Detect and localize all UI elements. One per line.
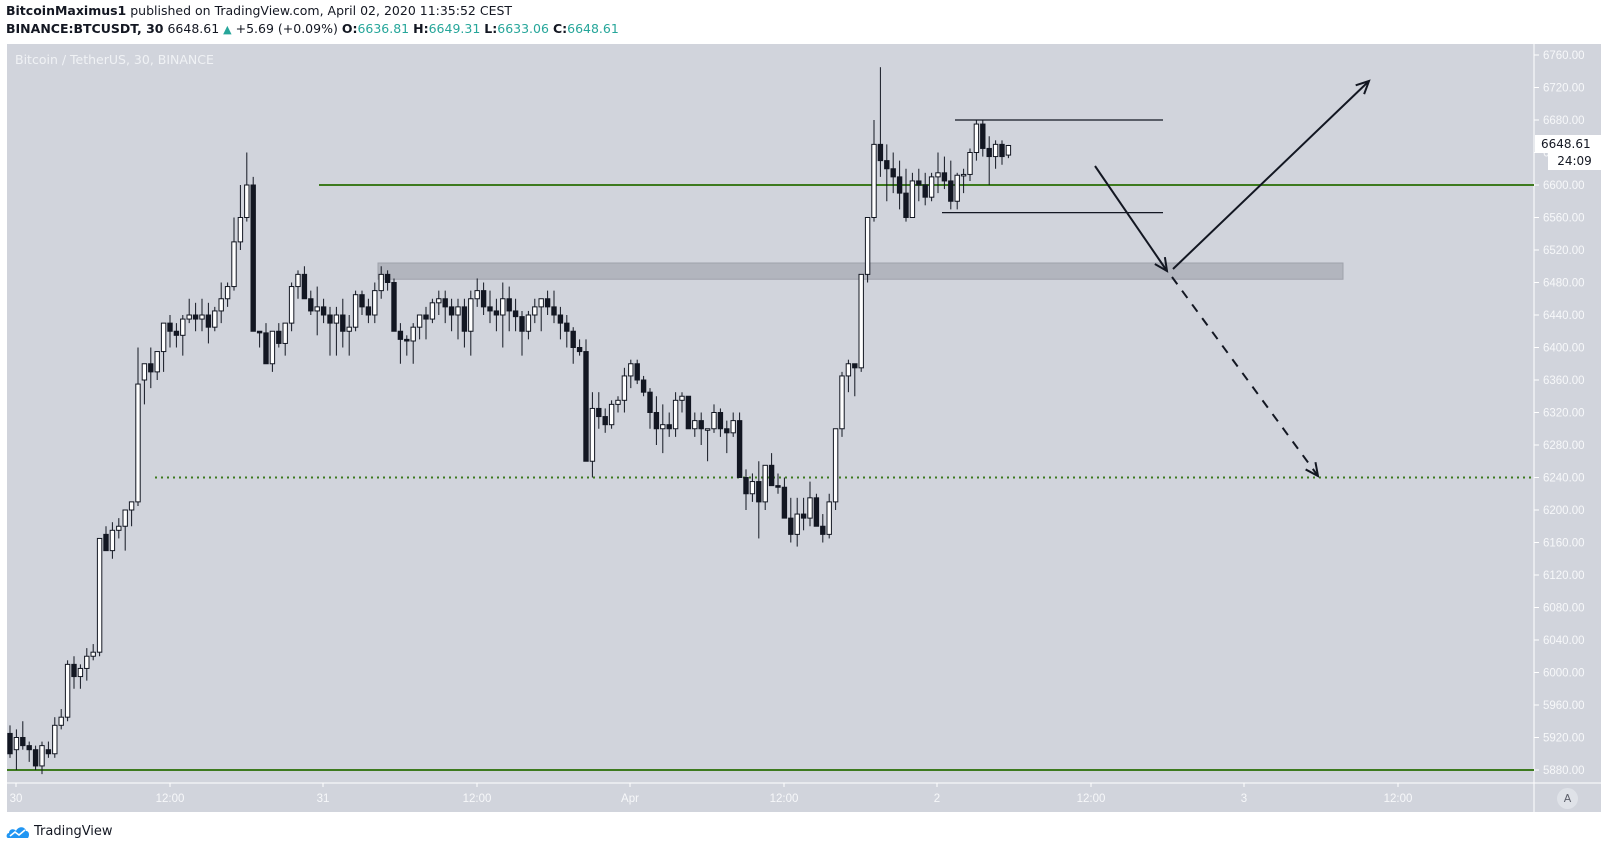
price-tick-label: 6720.00 [1543, 83, 1585, 95]
time-tick-label: Apr [621, 793, 639, 805]
published-text: published on TradingView.com, April 02, … [130, 3, 513, 18]
down-arrow-to-zone[interactable] [1094, 165, 1169, 273]
bar-countdown-label: 24:09 [1548, 153, 1601, 170]
pane-title: Bitcoin / TetherUS, 30, BINANCE [15, 52, 214, 67]
open-label: O: [341, 21, 358, 36]
up-arrow-breakout[interactable] [1172, 79, 1371, 270]
time-tick-label: 31 [317, 793, 330, 805]
current-price-label: 6648.61 [1535, 135, 1601, 153]
up-triangle-icon: ▲ [223, 23, 232, 36]
close-value: 6648.61 [567, 21, 619, 36]
auto-scale-button[interactable]: A [1557, 788, 1578, 809]
tradingview-cloud-logo-icon [6, 826, 30, 838]
publish-info: BitcoinMaximus1 published on TradingView… [6, 3, 512, 18]
author-name[interactable]: BitcoinMaximus1 [6, 3, 127, 18]
price-tick-label: 6560.00 [1543, 213, 1585, 225]
drawings-foreground [942, 79, 1371, 478]
open-value: 6636.81 [357, 21, 410, 36]
price-tick-label: 6080.00 [1543, 603, 1585, 615]
drawings-background [7, 184, 1534, 771]
arrow-head-icon [1305, 462, 1320, 478]
price-tick-label: 6160.00 [1543, 538, 1585, 550]
price-tick-label: 6200.00 [1543, 505, 1585, 517]
time-tick-label: 12:00 [463, 793, 492, 805]
price-tick-label: 6600.00 [1543, 180, 1585, 192]
low-label: L: [484, 21, 498, 36]
price-tick-label: 6120.00 [1543, 570, 1585, 582]
price-tick-label: 6000.00 [1543, 668, 1585, 680]
price-tick-label: 5960.00 [1543, 700, 1585, 712]
price-tick-label: 6280.00 [1543, 440, 1585, 452]
low-value: 6633.06 [497, 21, 549, 36]
symbol-legend: BINANCE:BTCUSDT, 30 6648.61 ▲ +5.69 (+0.… [6, 21, 619, 36]
chart-background [7, 44, 1601, 812]
candlestick-series [7, 67, 1012, 775]
close-label: C: [552, 21, 568, 36]
price-tick-label: 6400.00 [1543, 343, 1585, 355]
price-tick-label: 6240.00 [1543, 473, 1585, 485]
price-tick-label: 6440.00 [1543, 310, 1585, 322]
high-label: H: [413, 21, 429, 36]
time-tick-label: 2 [934, 793, 940, 805]
price-axis[interactable]: 6760.006720.006680.006640.006600.006560.… [1534, 50, 1585, 777]
arrow-head-icon [1154, 257, 1169, 273]
price-tick-label: 6680.00 [1543, 115, 1585, 127]
time-tick-label: 12:00 [1077, 793, 1106, 805]
time-tick-label: 3 [1241, 793, 1247, 805]
footer-branding[interactable]: TradingView [6, 824, 113, 839]
price-tick-label: 6760.00 [1543, 50, 1585, 62]
dashed-down-arrow-breakdown[interactable] [1171, 276, 1320, 478]
price-change: +5.69 (+0.09%) [235, 21, 338, 36]
symbol-label: BINANCE:BTCUSDT, 30 [6, 21, 164, 36]
time-tick-label: 12:00 [156, 793, 185, 805]
price-tick-label: 6520.00 [1543, 245, 1585, 257]
footer-brand: TradingView [34, 824, 113, 839]
price-tick-label: 6360.00 [1543, 375, 1585, 387]
price-tick-label: 6040.00 [1543, 635, 1585, 647]
price-tick-label: 5880.00 [1543, 765, 1585, 777]
arrow-head-icon [1355, 79, 1371, 95]
time-tick-label: 12:00 [770, 793, 799, 805]
last-price: 6648.61 [167, 21, 220, 36]
time-tick-label: 12:00 [1384, 793, 1413, 805]
price-tick-label: 5920.00 [1543, 733, 1585, 745]
high-value: 6649.31 [428, 21, 481, 36]
price-tick-label: 6480.00 [1543, 278, 1585, 290]
time-tick-label: 30 [10, 793, 23, 805]
price-tick-label: 6320.00 [1543, 408, 1585, 420]
time-axis[interactable]: 30 12:00 31 12:00 Apr 12:00 2 12:00 3 12:00 [10, 783, 1413, 805]
